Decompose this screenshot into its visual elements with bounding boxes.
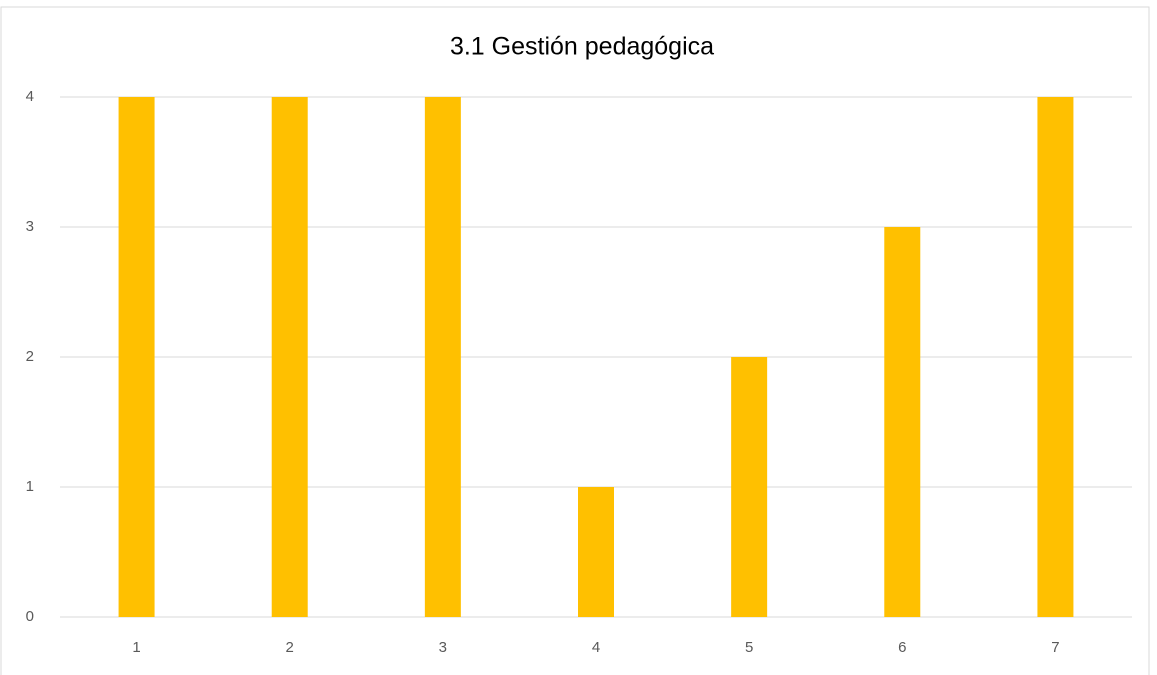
x-tick-label: 1 <box>132 639 140 656</box>
x-tick-label: 4 <box>592 639 600 656</box>
y-tick-label: 2 <box>26 348 34 365</box>
x-tick-label: 3 <box>439 639 447 656</box>
bar <box>1037 97 1074 617</box>
y-tick-label: 3 <box>26 218 34 235</box>
bar <box>118 97 155 617</box>
y-tick-label: 4 <box>26 88 34 105</box>
y-tick-label: 0 <box>26 608 34 625</box>
y-tick-label: 1 <box>26 478 34 495</box>
bar <box>884 227 921 617</box>
x-tick-label: 2 <box>286 639 294 656</box>
x-tick-label: 5 <box>745 639 753 656</box>
bar <box>424 97 461 617</box>
bar <box>578 487 614 617</box>
chart-title: 3.1 Gestión pedagógica <box>450 33 714 61</box>
x-tick-label: 6 <box>898 639 906 656</box>
bar <box>731 357 768 617</box>
chart-frame <box>0 6 1150 675</box>
bar <box>271 97 308 617</box>
x-tick-label: 7 <box>1051 639 1059 656</box>
